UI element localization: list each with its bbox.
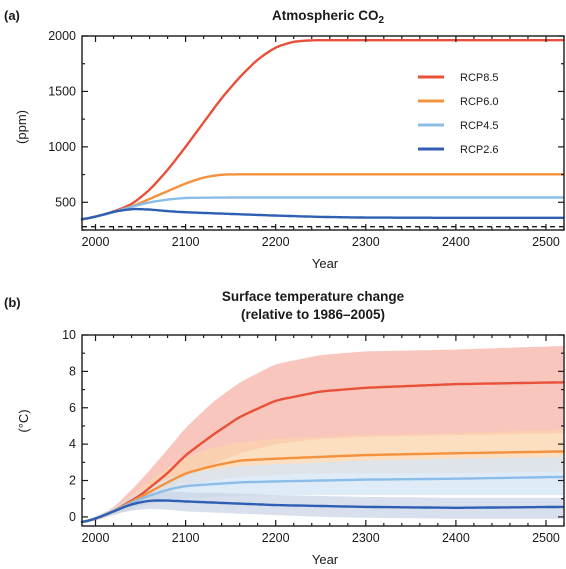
panel-a-y-tick-label: 2000 [48,29,76,43]
panel-a-series-line-rcp85 [80,39,565,221]
panel-b-x-tick-label: 2500 [532,531,560,545]
panel-a-x-tick-label: 2100 [172,235,200,249]
panel-b-band-rcp26 [82,491,564,523]
panel-b-x-tick-label: 2300 [352,531,380,545]
panel-b-series-line-rcp85 [80,381,565,524]
panel-b-series-line-rcp45 [80,475,565,524]
panel-a-x-tick-label: 2200 [262,235,290,249]
panel-b-title: Surface temperature change [222,289,405,304]
panel-b: (b) Surface temperature change (relative… [4,289,565,567]
panel-b-label: (b) [4,295,21,310]
panel-b-y-tick-label: 0 [69,510,76,524]
panel-a-x-tick-label: 2400 [442,235,470,249]
panel-a-series-line-rcp60 [80,173,565,221]
legend-label-rcp60: RCP6.0 [460,96,499,108]
panel-b-x-axis-label: Year [312,552,339,567]
panel-a-legend: RCP8.5 RCP6.0 RCP4.5 RCP2.6 [418,72,499,156]
legend-label-rcp85: RCP8.5 [460,72,499,84]
panel-a-label: (a) [4,8,20,23]
panel-a-title: Atmospheric CO2 [272,8,385,26]
panel-b-y-tick-label: 8 [69,364,76,378]
legend-label-rcp26: RCP2.6 [460,144,499,156]
panel-b-y-tick-label: 4 [69,437,76,451]
panel-b-y-tick-label: 2 [69,474,76,488]
panel-b-band-rcp85 [82,346,564,523]
panel-a-x-tick-label: 2000 [82,235,110,249]
panel-b-y-axis-label: (°C) [16,409,31,432]
panel-a-y-axis-label: (ppm) [14,110,29,144]
panel-a-plot-frame [81,35,565,231]
panel-b-x-tick-label: 2400 [442,531,470,545]
panel-b-plot-area: 2000 2100 2200 2300 2400 2500 0 2 4 6 8 10 [62,328,565,545]
panel-b-x-tick-label: 2000 [82,531,110,545]
panel-a-y-tick-label: 500 [55,195,76,209]
panel-b-plot-frame [81,334,565,527]
panel-a-plot-area: 2000 2100 2200 2300 2400 2500 500 1000 1500 2000 R… [48,29,565,249]
panel-a-series-line-rcp26 [80,207,565,221]
panel-b-y-tick-label: 10 [62,328,76,342]
panel-b-subtitle: (relative to 1986–2005) [241,307,385,322]
panel-b-x-tick-label: 2100 [172,531,200,545]
panel-a-x-tick-label: 2500 [532,235,560,249]
panel-a-x-axis-label: Year [312,256,339,271]
panel-b-band-rcp45 [82,456,564,523]
panel-b-x-tick-label: 2200 [262,531,290,545]
panel-a-y-tick-label: 1000 [48,140,76,154]
panel-a-x-tick-label: 2300 [352,235,380,249]
panel-b-series-line-rcp26 [80,499,565,524]
panel-a-y-tick-label: 1500 [48,84,76,98]
panel-a: (a) Atmospheric CO2 (ppm) 2000 2100 2200 23… [4,8,565,271]
panel-a-series-line-rcp45 [80,196,565,221]
legend-label-rcp45: RCP4.5 [460,120,499,132]
panel-b-y-tick-label: 6 [69,401,76,415]
panel-b-series-line-rcp60 [80,450,565,524]
